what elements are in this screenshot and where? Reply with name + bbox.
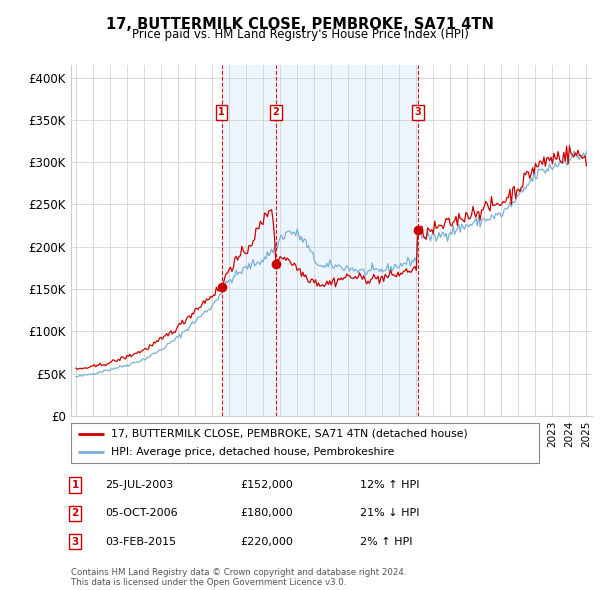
Text: 05-OCT-2006: 05-OCT-2006 bbox=[105, 509, 178, 518]
Text: 2% ↑ HPI: 2% ↑ HPI bbox=[360, 537, 413, 546]
Text: 17, BUTTERMILK CLOSE, PEMBROKE, SA71 4TN: 17, BUTTERMILK CLOSE, PEMBROKE, SA71 4TN bbox=[106, 17, 494, 31]
Text: 17, BUTTERMILK CLOSE, PEMBROKE, SA71 4TN (detached house): 17, BUTTERMILK CLOSE, PEMBROKE, SA71 4TN… bbox=[110, 429, 467, 439]
Text: Contains HM Land Registry data © Crown copyright and database right 2024.
This d: Contains HM Land Registry data © Crown c… bbox=[71, 568, 406, 587]
Text: 3: 3 bbox=[415, 107, 421, 117]
Text: 1: 1 bbox=[218, 107, 225, 117]
Text: 2: 2 bbox=[272, 107, 280, 117]
Text: 3: 3 bbox=[71, 537, 79, 546]
Text: £180,000: £180,000 bbox=[240, 509, 293, 518]
Bar bbox=[221, 65, 276, 416]
Text: £152,000: £152,000 bbox=[240, 480, 293, 490]
Text: Price paid vs. HM Land Registry's House Price Index (HPI): Price paid vs. HM Land Registry's House … bbox=[131, 28, 469, 41]
Text: 25-JUL-2003: 25-JUL-2003 bbox=[105, 480, 173, 490]
Text: 1: 1 bbox=[71, 480, 79, 490]
Text: 12% ↑ HPI: 12% ↑ HPI bbox=[360, 480, 419, 490]
Bar bbox=[276, 65, 418, 416]
Text: 03-FEB-2015: 03-FEB-2015 bbox=[105, 537, 176, 546]
Text: 2: 2 bbox=[71, 509, 79, 518]
Text: HPI: Average price, detached house, Pembrokeshire: HPI: Average price, detached house, Pemb… bbox=[110, 447, 394, 457]
Text: 21% ↓ HPI: 21% ↓ HPI bbox=[360, 509, 419, 518]
Text: £220,000: £220,000 bbox=[240, 537, 293, 546]
